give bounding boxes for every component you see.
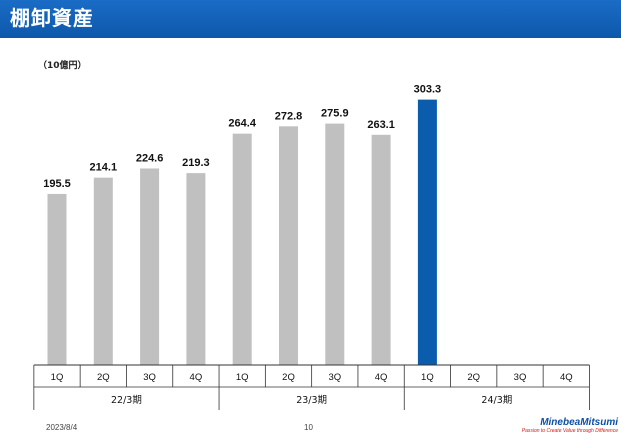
bar-4 <box>232 133 252 365</box>
tick-label-11: 4Q <box>560 372 573 383</box>
data-label-5: 272.8 <box>275 110 303 122</box>
page-title: 棚卸資産 <box>10 6 94 30</box>
page-number: 10 <box>304 423 313 432</box>
data-label-6: 275.9 <box>321 108 349 120</box>
bar-5 <box>279 126 298 365</box>
data-label-8: 303.3 <box>414 84 442 96</box>
tick-label-0: 1Q <box>51 372 64 383</box>
bar-0 <box>47 193 67 365</box>
tick-label-1: 2Q <box>97 372 110 383</box>
tick-label-8: 1Q <box>421 372 434 383</box>
tick-label-5: 2Q <box>282 372 295 383</box>
tick-label-9: 2Q <box>467 372 480 383</box>
fiscal-year-label-2: 24/3期 <box>481 395 512 406</box>
footer-date: 2023/8/4 <box>46 423 78 432</box>
data-label-7: 263.1 <box>367 119 395 131</box>
logo-wordmark: MinebeaMitsumi <box>540 417 618 428</box>
unit-label: （10億円） <box>38 61 87 71</box>
title-bar: 棚卸資産 <box>0 0 621 38</box>
tick-label-4: 1Q <box>236 372 249 383</box>
fiscal-year-label-0: 22/3期 <box>111 395 142 406</box>
data-label-3: 219.3 <box>182 157 210 169</box>
data-label-2: 224.6 <box>136 152 164 164</box>
bar-1 <box>93 177 113 365</box>
bar-6 <box>325 123 345 366</box>
bar-8 <box>417 99 437 366</box>
tick-label-7: 4Q <box>375 372 388 383</box>
company-logo: MinebeaMitsumi Passion to Create Value t… <box>500 417 618 437</box>
fiscal-year-label-1: 23/3期 <box>296 395 327 406</box>
data-label-4: 264.4 <box>228 118 256 130</box>
logo-tagline: Passion to Create Value through Differen… <box>521 428 618 434</box>
bar-7 <box>371 134 391 365</box>
bar-2 <box>140 168 160 365</box>
tick-label-6: 3Q <box>328 372 341 383</box>
tick-label-10: 3Q <box>514 372 527 383</box>
bar-3 <box>186 173 206 365</box>
tick-label-3: 4Q <box>190 372 203 383</box>
data-label-1: 214.1 <box>90 162 118 174</box>
data-label-0: 195.5 <box>43 178 71 190</box>
tick-label-2: 3Q <box>143 372 156 383</box>
